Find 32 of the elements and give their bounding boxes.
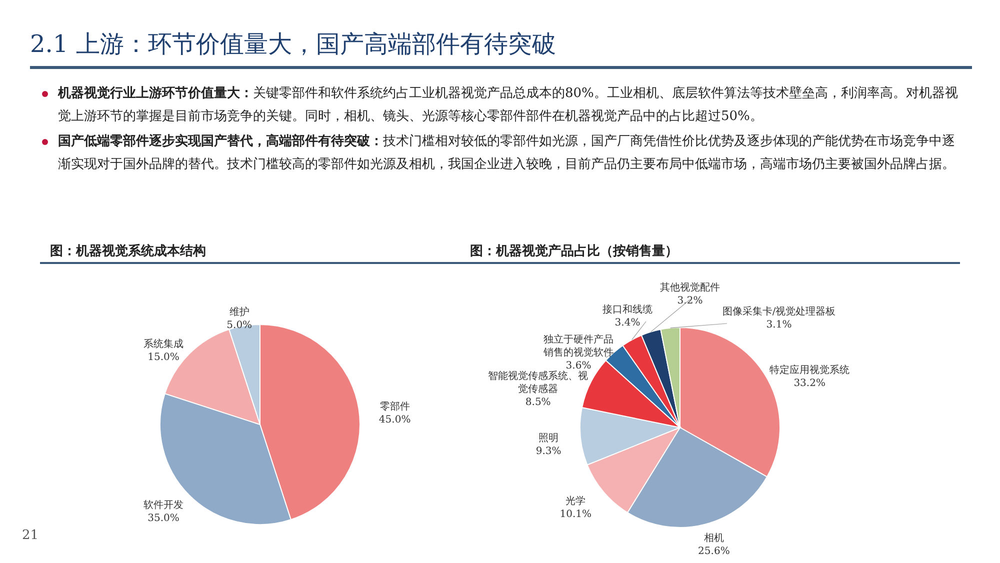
slice-label: 特定应用视觉系统 (770, 364, 850, 376)
slice-label: 接口和线缆 (602, 304, 652, 316)
slice-label: 零部件 (380, 400, 410, 413)
slice-label: 照明 (538, 432, 559, 444)
slice-label: 独立于硬件产品销售的视觉软件 (542, 334, 614, 358)
data-label: 10.1% (560, 508, 592, 520)
data-label: 3.4% (614, 318, 640, 328)
slice-label: 相机 (704, 532, 724, 544)
text: 21 (22, 528, 39, 543)
slice-label: 智能视觉传感系统、视觉传感器 (488, 370, 588, 396)
slice-label: 维护 (229, 306, 250, 318)
chart-title: 图：机器视觉产品占比（按销售量） (470, 242, 679, 260)
slice-label: 软件开发 (143, 499, 184, 512)
data-label: 5.0% (226, 320, 252, 331)
slice-label: 系统集成 (143, 338, 184, 350)
data-label: 9.3% (536, 446, 562, 457)
data-label: 3.6% (566, 360, 592, 372)
text: 2.1 上游：环节价值量大，国产高端部件有待突破 (30, 29, 556, 60)
data-label: 8.5% (525, 397, 551, 408)
data-label: 25.6% (698, 546, 730, 557)
chart-title: 图：机器视觉系统成本结构 (50, 242, 207, 260)
slice-label: 其他视觉配件 (660, 282, 720, 294)
data-label: 33.2% (794, 378, 826, 390)
data-label: 45.0% (378, 414, 411, 426)
slice-label: 图像采集卡/视觉处理器板 (722, 306, 836, 318)
text: 国产低端零部件逐步实现国产替代，高端部件有待突破：技术门槛相对较低的零部件如光源，国产厂商凭借性价比优势及逐步体现的产能优势在市场竞争中逐渐实现对于国外品牌的替代。技术门槛较高的零部件如光源及相机，我国企业进入较晚，目前产品仍主要布局中低端市场，高端市场仍主要被国外品牌占据。 (42, 130, 962, 176)
text: 机器视觉行业上游环节价值量大：关键零部件和软件系统约占工业机器视觉产品总成本的80%。工业相机、底层软件算法等技术壁垒高，利润率高。对机器视觉上游环节的掌握是目前市场竞争的关键。同时，相机、镜头、光源等核心零部件部件在机器视觉产品中的占比超过50%。 (42, 82, 962, 128)
data-label: 15.0% (148, 352, 180, 363)
data-label: 35.0% (148, 513, 180, 524)
data-label: 3.2% (677, 296, 703, 306)
slice-label: 光学 (566, 494, 586, 507)
data-label: 3.1% (766, 320, 792, 330)
